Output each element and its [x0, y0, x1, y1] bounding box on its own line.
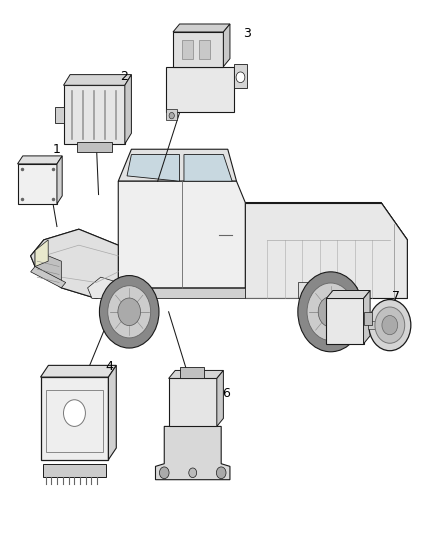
Bar: [169, 378, 217, 426]
Text: 1: 1: [53, 143, 60, 156]
Polygon shape: [57, 156, 62, 204]
Circle shape: [318, 296, 343, 327]
Polygon shape: [245, 203, 407, 298]
Circle shape: [382, 316, 398, 335]
Polygon shape: [127, 155, 180, 181]
Bar: [368, 321, 378, 329]
Bar: [18, 164, 57, 204]
Polygon shape: [35, 240, 48, 266]
Circle shape: [169, 112, 174, 119]
Polygon shape: [245, 203, 407, 240]
Bar: [326, 298, 364, 344]
Circle shape: [99, 276, 159, 348]
Circle shape: [189, 468, 197, 478]
Bar: [173, 32, 223, 67]
Text: 7: 7: [392, 290, 400, 303]
Polygon shape: [169, 370, 223, 378]
Circle shape: [298, 272, 364, 352]
Bar: [55, 107, 64, 123]
Polygon shape: [118, 149, 237, 181]
Text: 6: 6: [223, 387, 230, 400]
Circle shape: [216, 467, 226, 479]
Circle shape: [307, 283, 354, 341]
Bar: [166, 109, 177, 120]
Bar: [64, 85, 125, 144]
Polygon shape: [118, 288, 245, 298]
Polygon shape: [223, 24, 230, 67]
Polygon shape: [125, 75, 131, 144]
Polygon shape: [31, 266, 66, 288]
Polygon shape: [64, 75, 131, 85]
Polygon shape: [41, 366, 117, 377]
Polygon shape: [173, 24, 230, 32]
Bar: [77, 142, 112, 152]
Polygon shape: [88, 277, 118, 298]
Bar: [180, 367, 204, 378]
Text: 2: 2: [120, 70, 128, 83]
Circle shape: [64, 400, 85, 426]
Bar: [364, 312, 372, 325]
Circle shape: [159, 467, 169, 479]
Circle shape: [369, 300, 411, 351]
Polygon shape: [118, 181, 245, 288]
Text: 4: 4: [105, 360, 113, 373]
Polygon shape: [364, 290, 370, 344]
Polygon shape: [381, 203, 407, 298]
Polygon shape: [217, 370, 223, 426]
Polygon shape: [155, 426, 230, 480]
Bar: [46, 390, 103, 451]
Polygon shape: [18, 156, 62, 164]
Polygon shape: [31, 229, 118, 298]
Circle shape: [236, 72, 245, 83]
Polygon shape: [184, 155, 232, 181]
Circle shape: [118, 298, 141, 326]
Polygon shape: [35, 251, 61, 282]
Polygon shape: [31, 229, 118, 298]
Bar: [234, 64, 247, 88]
Bar: [199, 40, 210, 59]
Bar: [166, 67, 234, 112]
Polygon shape: [109, 366, 117, 459]
Bar: [43, 464, 106, 478]
Circle shape: [108, 286, 151, 338]
Circle shape: [375, 307, 405, 343]
Bar: [41, 377, 109, 459]
Bar: [182, 40, 193, 59]
Polygon shape: [326, 290, 370, 298]
Text: 3: 3: [243, 27, 251, 40]
Polygon shape: [298, 282, 350, 298]
